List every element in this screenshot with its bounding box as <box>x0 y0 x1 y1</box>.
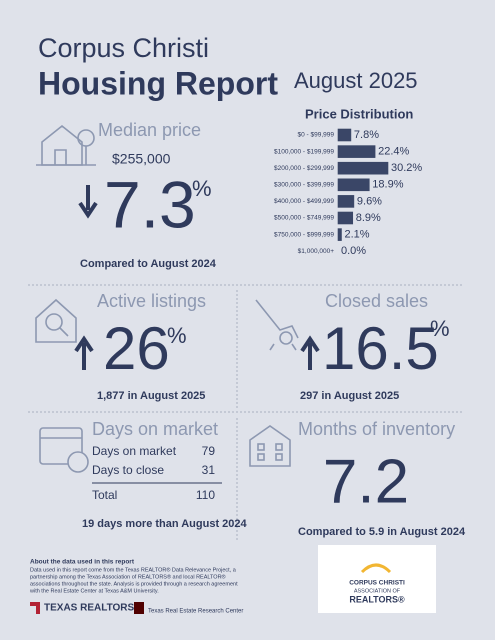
value-label: 0.0% <box>341 245 366 257</box>
value-label: 30.2% <box>391 162 422 174</box>
inventory-value: 7.2 <box>323 447 409 516</box>
row-value: 31 <box>202 463 216 477</box>
bar <box>337 128 352 142</box>
logo-right: CORPUS CHRISTI <box>349 580 405 587</box>
footer-line: with the Real Estate Center at Texas A&M… <box>29 588 159 594</box>
bar <box>337 178 370 192</box>
category-label: $400,000 - $499,999 <box>274 198 334 205</box>
calendar-icon <box>39 427 89 473</box>
logo-right: ASSOCIATION OF <box>354 588 401 594</box>
section-title: Closed sales <box>325 291 428 311</box>
bar <box>337 161 389 175</box>
note: 19 days more than August 2024 <box>82 518 248 530</box>
change-unit: % <box>430 316 450 341</box>
bar <box>337 145 376 158</box>
section-title: Median price <box>98 120 201 140</box>
house-icon <box>36 124 96 166</box>
logo-center: Texas Real Estate Research Center <box>148 609 243 615</box>
bar <box>337 211 354 225</box>
category-label: $200,000 - $299,999 <box>274 165 334 172</box>
period: August 2025 <box>294 68 418 93</box>
value-label: 7.8% <box>354 129 379 141</box>
logo-left: TEXAS REALTORS <box>44 603 135 614</box>
down-arrow <box>78 185 98 219</box>
change-unit: % <box>167 323 187 348</box>
value-label: 2.1% <box>344 229 369 241</box>
tr-mark <box>30 602 40 614</box>
logo-right: REALTORS® <box>349 594 405 604</box>
up-arrow <box>300 335 320 370</box>
bar <box>337 228 342 241</box>
price-distribution: $0 - $99,999 7.8% $100,000 - $199,999 22.4%… <box>274 128 422 257</box>
sun-mark <box>360 563 392 574</box>
row-label: Days on market <box>92 444 177 458</box>
tamu-mark <box>134 602 144 614</box>
category-label: $100,000 - $199,999 <box>274 148 334 155</box>
report-title: Housing Report <box>38 65 278 101</box>
value-label: 22.4% <box>378 146 409 158</box>
section-title: Active listings <box>97 291 206 311</box>
category-label: $1,000,000+ <box>298 248 335 255</box>
chart-title: Price Distribution <box>305 106 413 121</box>
category-label: $750,000 - $999,999 <box>274 231 334 238</box>
bar <box>337 195 355 208</box>
median-price: $255,000 <box>112 151 171 167</box>
change-value: 26 <box>103 315 170 382</box>
up-arrow <box>74 335 94 370</box>
logo-box <box>318 545 436 613</box>
row-value: 79 <box>202 444 216 458</box>
footer-line: Data used in this report come from the T… <box>30 566 237 573</box>
building-icon <box>249 425 291 467</box>
total-label: Total <box>92 488 117 502</box>
category-label: $500,000 - $749,999 <box>274 215 334 222</box>
category-label: $0 - $99,999 <box>297 132 334 139</box>
search-icon <box>35 298 77 343</box>
change-value: 16.5 <box>322 315 439 382</box>
city: Corpus Christi <box>38 33 209 63</box>
section-title: Days on market <box>92 419 218 439</box>
footer-line: associations throughout the state. Analy… <box>30 581 238 587</box>
footer-line: partnership among the Texas Association … <box>30 573 226 580</box>
note: 297 in August 2025 <box>300 390 399 402</box>
note: Compared to August 2024 <box>80 258 217 270</box>
note: 1,877 in August 2025 <box>97 390 205 402</box>
footer-heading: About the data used in this report <box>30 559 135 566</box>
row-label: Days to close <box>92 463 164 477</box>
category-label: $300,000 - $399,999 <box>274 182 334 189</box>
section-title: Months of inventory <box>298 419 455 439</box>
value-label: 8.9% <box>356 212 381 224</box>
key-icon <box>255 299 299 351</box>
note: Compared to 5.9 in August 2024 <box>298 526 466 538</box>
value-label: 9.6% <box>357 195 382 207</box>
change-unit: % <box>192 176 212 201</box>
value-label: 18.9% <box>372 179 403 191</box>
total-value: 110 <box>196 488 215 502</box>
change-value: 7.3 <box>104 167 196 241</box>
